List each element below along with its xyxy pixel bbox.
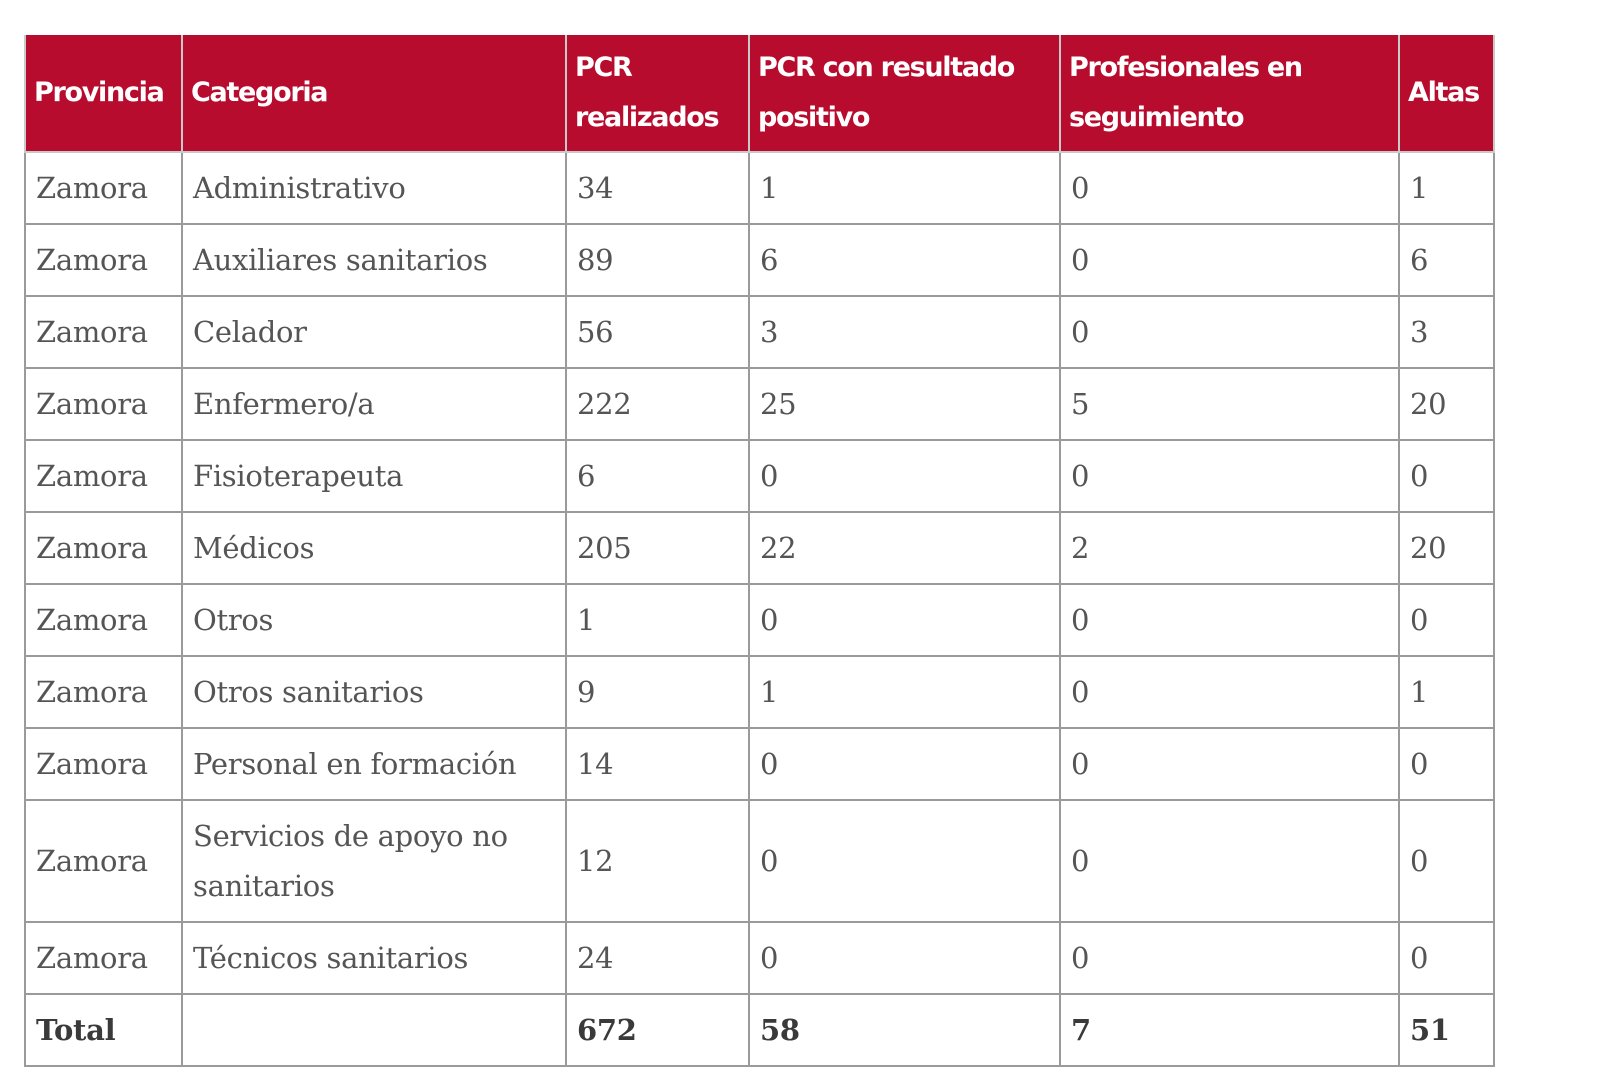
cell-pcr-realizados: 222: [565, 367, 750, 441]
cell-pcr-realizados: 1: [565, 583, 750, 657]
cell-altas: 0: [1398, 439, 1495, 513]
cell-categoria: Médicos: [181, 511, 567, 585]
cell-provincia: Zamora: [24, 921, 183, 995]
cell-provincia: Zamora: [24, 367, 183, 441]
cell-altas: 1: [1398, 151, 1495, 225]
cell-altas: 3: [1398, 295, 1495, 369]
cell-categoria: Servicios de apoyo no sanitarios: [181, 799, 567, 923]
cell-pcr-realizados: 89: [565, 223, 750, 297]
cell-provincia: Zamora: [24, 727, 183, 801]
cell-seguimiento: 0: [1059, 727, 1400, 801]
total-pcr-realizados: 672: [565, 993, 750, 1067]
cell-categoria: Fisioterapeuta: [181, 439, 567, 513]
cell-altas: 0: [1398, 799, 1495, 923]
cell-provincia: Zamora: [24, 223, 183, 297]
total-altas: 51: [1398, 993, 1495, 1067]
total-label: Total: [24, 993, 183, 1067]
cell-seguimiento: 0: [1059, 439, 1400, 513]
cell-categoria: Administrativo: [181, 151, 567, 225]
cell-categoria: Enfermero/a: [181, 367, 567, 441]
cell-pcr-realizados: 34: [565, 151, 750, 225]
cell-categoria: Otros sanitarios: [181, 655, 567, 729]
cell-pcr-positivo: 0: [748, 799, 1061, 923]
cell-categoria: Celador: [181, 295, 567, 369]
table-row: Zamora Otros 1 0 0 0: [24, 583, 1495, 657]
column-header-altas: Altas: [1398, 35, 1495, 153]
column-header-provincia: Provincia: [24, 35, 183, 153]
table-row: Zamora Técnicos sanitarios 24 0 0 0: [24, 921, 1495, 995]
cell-categoria: Otros: [181, 583, 567, 657]
cell-altas: 1: [1398, 655, 1495, 729]
cell-provincia: Zamora: [24, 655, 183, 729]
cell-categoria: Personal en formación: [181, 727, 567, 801]
cell-seguimiento: 0: [1059, 151, 1400, 225]
cell-provincia: Zamora: [24, 799, 183, 923]
cell-categoria: Técnicos sanitarios: [181, 921, 567, 995]
table-body: Zamora Administrativo 34 1 0 1 Zamora Au…: [24, 151, 1495, 1067]
table-row: Zamora Fisioterapeuta 6 0 0 0: [24, 439, 1495, 513]
table-row: Zamora Otros sanitarios 9 1 0 1: [24, 655, 1495, 729]
header-row: Provincia Categoria PCR realizados PCR c…: [24, 35, 1495, 153]
cell-seguimiento: 0: [1059, 655, 1400, 729]
cell-provincia: Zamora: [24, 511, 183, 585]
column-header-pcr-positivo: PCR con resultado positivo: [748, 35, 1061, 153]
total-pcr-positivo: 58: [748, 993, 1061, 1067]
cell-pcr-realizados: 12: [565, 799, 750, 923]
table-row: Zamora Personal en formación 14 0 0 0: [24, 727, 1495, 801]
cell-pcr-positivo: 0: [748, 921, 1061, 995]
cell-pcr-realizados: 14: [565, 727, 750, 801]
cell-pcr-positivo: 0: [748, 439, 1061, 513]
cell-altas: 0: [1398, 921, 1495, 995]
cell-pcr-realizados: 6: [565, 439, 750, 513]
cell-seguimiento: 0: [1059, 921, 1400, 995]
cell-pcr-positivo: 1: [748, 151, 1061, 225]
table-container: Provincia Categoria PCR realizados PCR c…: [24, 35, 1495, 1067]
cell-altas: 0: [1398, 727, 1495, 801]
cell-seguimiento: 0: [1059, 583, 1400, 657]
cell-seguimiento: 0: [1059, 799, 1400, 923]
cell-altas: 6: [1398, 223, 1495, 297]
cell-pcr-realizados: 205: [565, 511, 750, 585]
cell-pcr-realizados: 24: [565, 921, 750, 995]
pcr-data-table: Provincia Categoria PCR realizados PCR c…: [24, 35, 1495, 1067]
cell-seguimiento: 0: [1059, 295, 1400, 369]
cell-seguimiento: 2: [1059, 511, 1400, 585]
column-header-categoria: Categoria: [181, 35, 567, 153]
table-row: Zamora Servicios de apoyo no sanitarios …: [24, 799, 1495, 923]
cell-categoria: Auxiliares sanitarios: [181, 223, 567, 297]
cell-provincia: Zamora: [24, 151, 183, 225]
cell-provincia: Zamora: [24, 295, 183, 369]
column-header-profesionales-seguimiento: Profesionales en seguimiento: [1059, 35, 1400, 153]
cell-altas: 20: [1398, 367, 1495, 441]
cell-altas: 20: [1398, 511, 1495, 585]
total-categoria: [181, 993, 567, 1067]
column-header-pcr-realizados: PCR realizados: [565, 35, 750, 153]
total-seguimiento: 7: [1059, 993, 1400, 1067]
table-row: Zamora Auxiliares sanitarios 89 6 0 6: [24, 223, 1495, 297]
table-row: Zamora Médicos 205 22 2 20: [24, 511, 1495, 585]
cell-seguimiento: 5: [1059, 367, 1400, 441]
cell-pcr-positivo: 22: [748, 511, 1061, 585]
cell-pcr-realizados: 9: [565, 655, 750, 729]
cell-pcr-positivo: 1: [748, 655, 1061, 729]
cell-pcr-realizados: 56: [565, 295, 750, 369]
table-row: Zamora Enfermero/a 222 25 5 20: [24, 367, 1495, 441]
cell-provincia: Zamora: [24, 439, 183, 513]
cell-pcr-positivo: 0: [748, 727, 1061, 801]
cell-pcr-positivo: 6: [748, 223, 1061, 297]
total-row: Total 672 58 7 51: [24, 993, 1495, 1067]
table-row: Zamora Celador 56 3 0 3: [24, 295, 1495, 369]
cell-pcr-positivo: 0: [748, 583, 1061, 657]
cell-altas: 0: [1398, 583, 1495, 657]
table-header: Provincia Categoria PCR realizados PCR c…: [24, 35, 1495, 153]
table-row: Zamora Administrativo 34 1 0 1: [24, 151, 1495, 225]
cell-pcr-positivo: 3: [748, 295, 1061, 369]
cell-provincia: Zamora: [24, 583, 183, 657]
cell-seguimiento: 0: [1059, 223, 1400, 297]
cell-pcr-positivo: 25: [748, 367, 1061, 441]
